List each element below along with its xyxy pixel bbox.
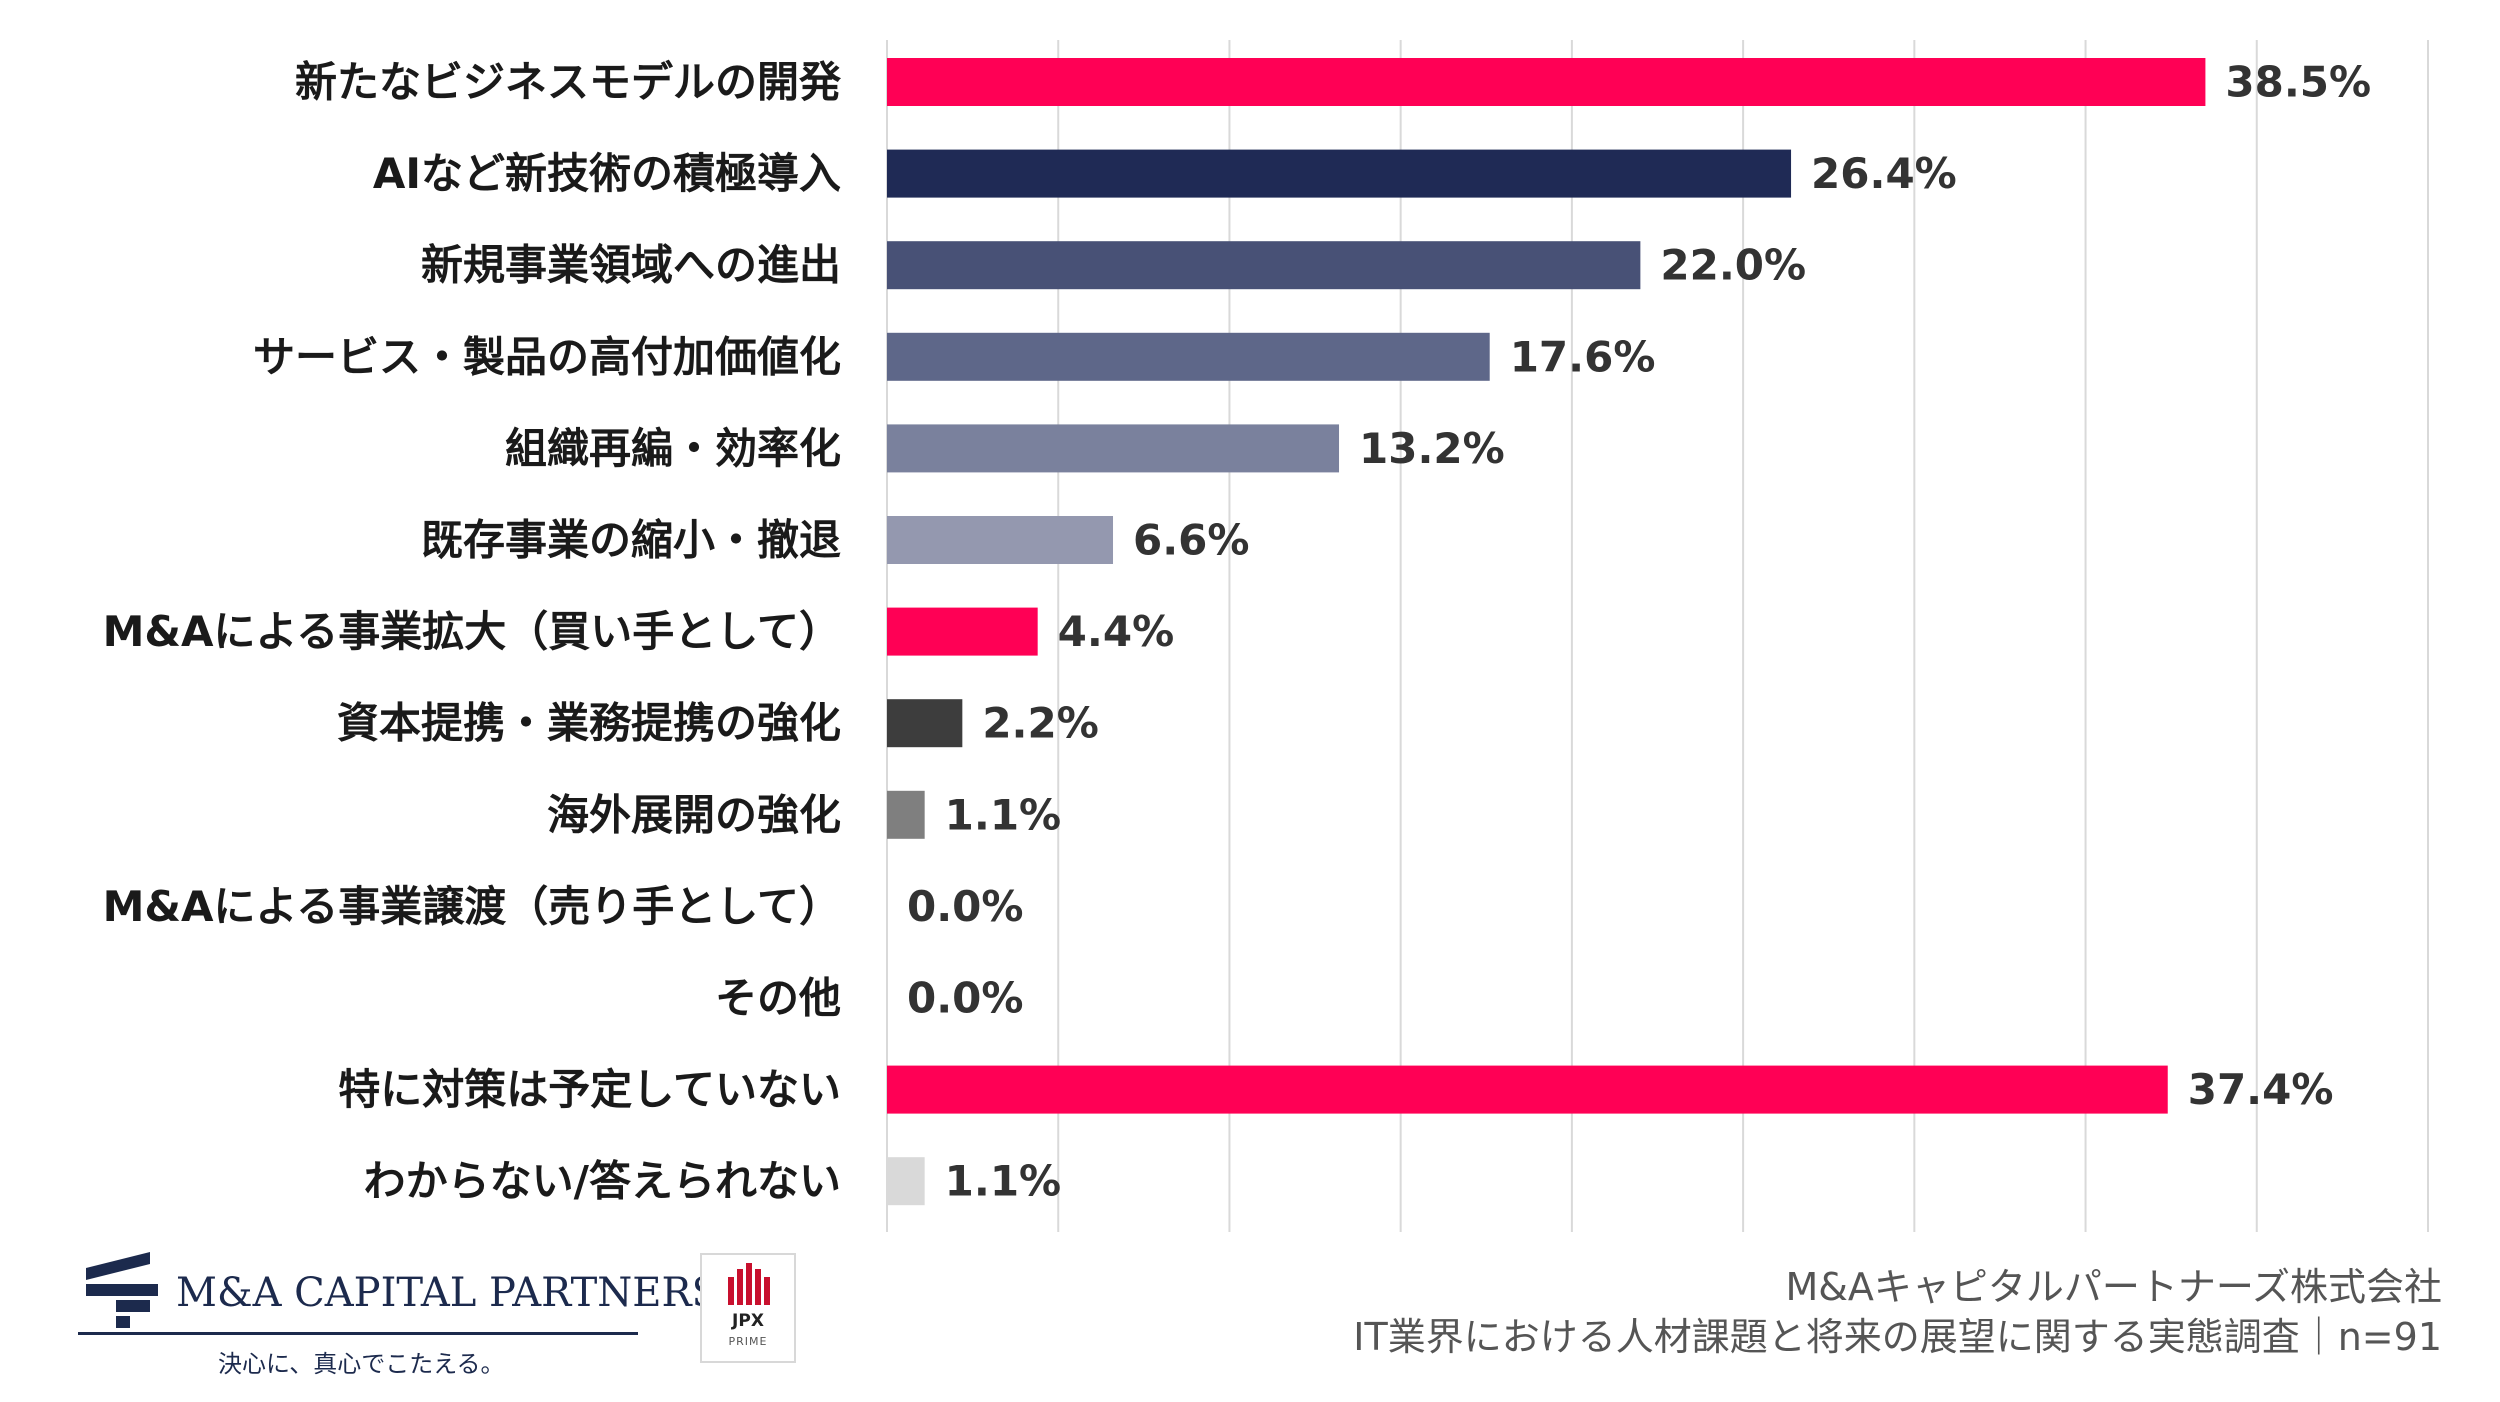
bar [887,1065,2168,1114]
value-label: 6.6% [1133,516,1249,565]
category-label: 既存事業の縮小・撤退 [421,516,841,565]
category-label: 海外展開の強化 [547,790,841,839]
bar [887,332,1490,381]
jpx-mark-icon [728,1263,770,1305]
bar-chart: 新たなビジネスモデルの開発 38.5% AIなど新技術の積極導入 26.4% 新規事業領… [103,40,2429,1232]
value-label: 37.4% [2188,1065,2334,1114]
bar [887,1157,925,1206]
jpx-sub-label: PRIME [728,1335,768,1348]
value-label: 22.0% [1660,241,1806,290]
company-logo: M&A CAPITAL PARTNERS 決心に、真心でこたえる。 [78,1240,719,1378]
category-label: 組織再編・効率化 [505,424,841,473]
logo-divider [78,1332,638,1335]
category-label: M&Aによる事業譲渡（売り手として） [103,882,841,931]
category-label: 新規事業領域への進出 [421,241,841,290]
bar [887,241,1641,290]
company-logo-mark-icon [86,1252,158,1328]
value-label: 17.6% [1510,332,1656,381]
category-label: 資本提携・業務提携の強化 [337,699,841,748]
source-company: M&Aキャピタルパートナーズ株式会社 [1785,1265,2442,1309]
value-label: 1.1% [945,790,1061,839]
category-label: その他 [715,974,841,1023]
category-label: AIなど新技術の積極導入 [373,149,841,198]
jpx-prime-badge: JPX PRIME [700,1253,796,1363]
bar [887,790,925,839]
jpx-label: JPX [732,1311,764,1331]
bar [887,699,963,748]
value-label: 0.0% [907,882,1023,931]
category-label: わからない/答えられない [364,1157,841,1206]
category-label: サービス・製品の高付加価値化 [253,332,841,381]
value-label: 2.2% [982,699,1098,748]
value-label: 0.0% [907,974,1023,1023]
value-label: 38.5% [2225,58,2371,107]
bar [887,58,2206,106]
value-label: 1.1% [945,1157,1061,1206]
company-logo-name: M&A CAPITAL PARTNERS [176,1270,719,1316]
bar [887,149,1792,198]
source-survey: IT業界における人材課題と将来の展望に関する実態調査｜n=91 [1353,1315,2442,1359]
bar [887,424,1340,473]
bar [887,516,1114,564]
category-label: M&Aによる事業拡大（買い手として） [103,607,841,656]
bar [887,607,1038,656]
category-label: 新たなビジネスモデルの開発 [295,58,842,107]
value-label: 13.2% [1359,424,1505,473]
value-label: 26.4% [1811,149,1957,198]
value-label: 4.4% [1058,607,1174,656]
company-tagline: 決心に、真心でこたえる。 [218,1350,505,1378]
category-label: 特に対策は予定していない [338,1065,841,1114]
source-note: M&Aキャピタルパートナーズ株式会社 IT業界における人材課題と将来の展望に関す… [1353,1262,2442,1362]
